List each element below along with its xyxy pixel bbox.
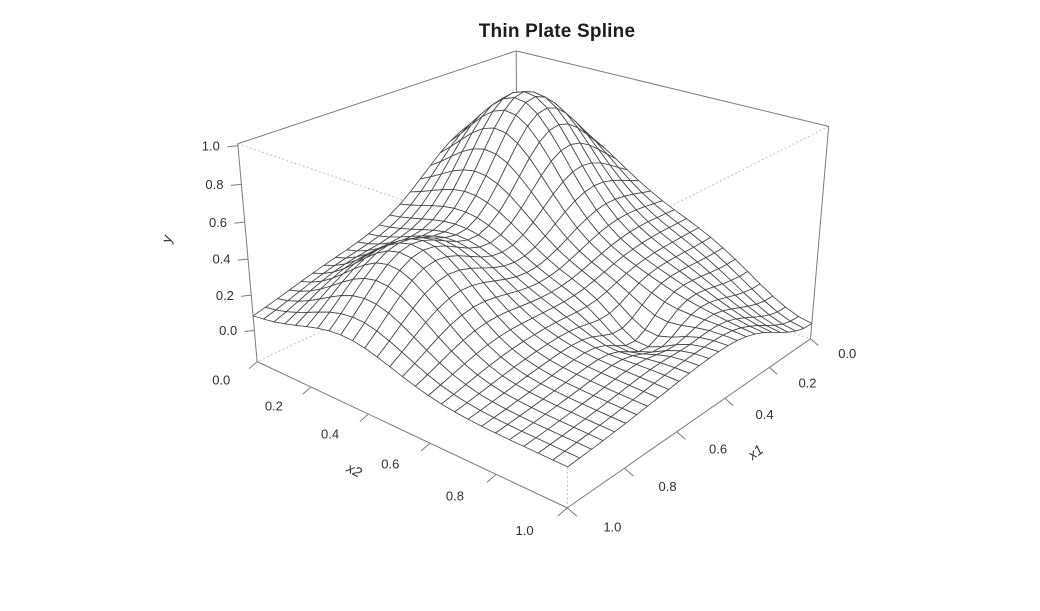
x2-tick-label: 1.0 (515, 523, 533, 538)
x1-tick-label: 0.6 (709, 442, 727, 457)
x2-tick-label: 0.4 (321, 427, 339, 442)
x2-tick-label: 0.8 (446, 489, 464, 504)
y-tick-label: 0.4 (212, 252, 230, 267)
x1-axis: 0.0 0.2 0.4 0.6 0.8 1.0 (566, 338, 856, 535)
y-tick-label: 0.0 (219, 323, 237, 338)
y-tick-label: 0.8 (205, 177, 223, 192)
x1-tick-label: 0.4 (756, 407, 774, 422)
y-axis: 0.0 0.2 0.4 0.6 0.8 1.0 (202, 139, 255, 338)
box-back-edges (237, 50, 829, 145)
mesh-facet (552, 450, 581, 468)
x2-tick-label: 0.0 (212, 373, 230, 388)
box-front-edges (237, 126, 830, 362)
y-tick-label: 0.2 (216, 288, 234, 303)
x1-tick-label: 0.0 (838, 346, 856, 361)
x2-axis: 0.0 0.2 0.4 0.6 0.8 1.0 (212, 361, 568, 538)
x2-tick-label: 0.6 (381, 457, 399, 472)
x1-tick-label: 0.8 (658, 479, 676, 494)
y-tick-label: 0.6 (209, 215, 227, 230)
x2-tick-label: 0.2 (265, 399, 283, 414)
chart-title: Thin Plate Spline (478, 21, 636, 42)
surface-mesh (252, 91, 813, 468)
y-tick-label: 1.0 (202, 139, 220, 154)
x1-tick-label: 1.0 (603, 520, 621, 535)
x1-tick-label: 0.2 (798, 375, 816, 390)
